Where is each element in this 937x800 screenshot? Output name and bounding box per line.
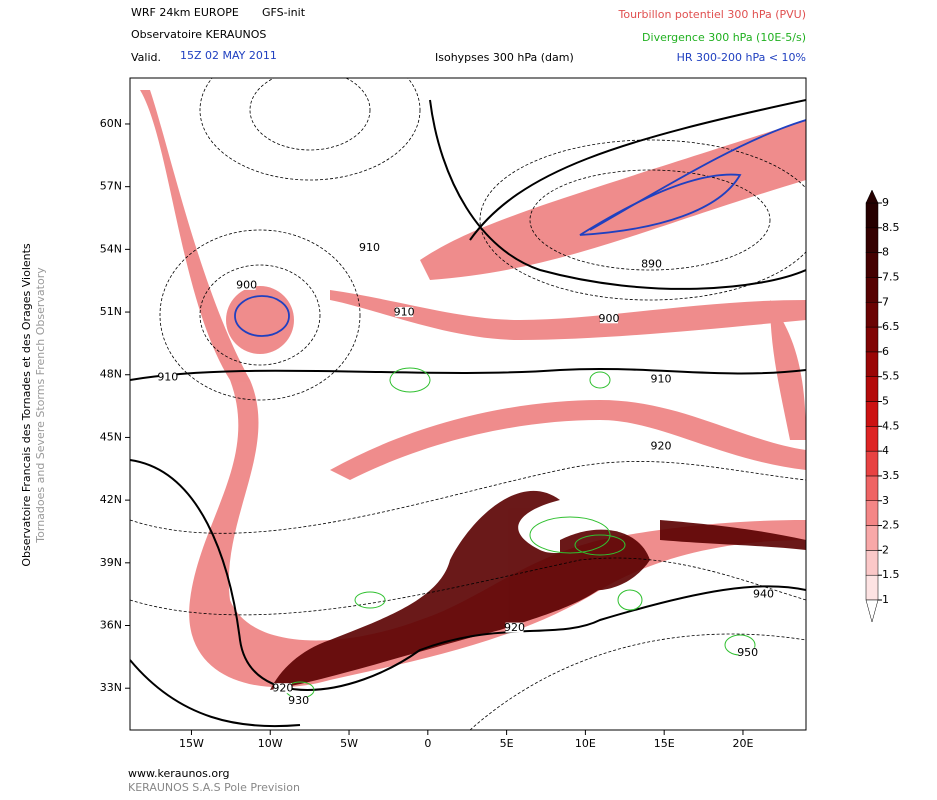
footer-url: www.keraunos.org [128, 767, 229, 780]
contour-label: 910 [157, 370, 178, 383]
colorbar-segment [865, 302, 879, 328]
lon-label: 5E [500, 737, 514, 750]
colorbar-segment [865, 202, 879, 229]
contour-label-box [289, 695, 308, 706]
lon-label: 5W [340, 737, 358, 750]
side-fr: Observatoire Francais des Tornades et de… [20, 243, 33, 567]
contour-label-box [738, 647, 757, 658]
colorbar-label: 2.5 [882, 519, 900, 532]
title: Tourbillon potentiel 300 hPa (PVU) [617, 8, 806, 21]
colorbar-segment [865, 401, 879, 427]
colorbar-label: 4 [882, 444, 889, 457]
contour-label-box [600, 313, 619, 324]
contour-label-box [273, 683, 292, 694]
colorbar-segment [865, 227, 879, 253]
contour-label: 930 [288, 694, 309, 707]
contour-label: 920 [651, 439, 672, 452]
lat-label: 48N [100, 368, 122, 381]
colorbar-label: 8 [882, 246, 889, 259]
side-en: Tornadoes and Severe Storms French Obser… [34, 267, 47, 544]
contour-label-box [360, 242, 379, 253]
colorbar-segment [865, 277, 879, 303]
colorbar-segment [865, 426, 879, 452]
colorbar-label: 2 [882, 543, 889, 556]
contour-label: 950 [737, 646, 758, 659]
colorbar-label: 5.5 [882, 370, 900, 383]
valid-time: 15Z 02 MAY 2011 [180, 49, 277, 62]
lat-label: 45N [100, 430, 122, 443]
colorbar-label: 5 [882, 395, 889, 408]
contour-label-box [158, 371, 177, 382]
lat-label: 57N [100, 180, 122, 193]
colorbar-segment [865, 450, 879, 477]
lat-label: 60N [100, 117, 122, 130]
colorbar-label: 9 [882, 196, 889, 209]
colorbar-segment [865, 351, 879, 377]
lon-label: 10W [258, 737, 283, 750]
contour-label-box [754, 589, 773, 600]
footer-company: KERAUNOS S.A.S Pole Prevision [128, 781, 300, 794]
contour-label: 910 [359, 241, 380, 254]
colorbar-label: 4.5 [882, 419, 900, 432]
colorbar-label: 7.5 [882, 270, 900, 283]
lat-label: 42N [100, 493, 122, 506]
lat-label: 39N [100, 556, 122, 569]
lat-label: 51N [100, 305, 122, 318]
colorbar-segment [865, 574, 879, 601]
colorbar-segment [865, 376, 879, 402]
lon-label: 15W [179, 737, 204, 750]
humidity-legend: HR 300-200 hPa < 10% [677, 51, 806, 64]
colorbar-label: 1 [882, 593, 889, 606]
divergence-legend: Divergence 300 hPa (10E-5/s) [642, 31, 806, 44]
colorbar-segment [865, 500, 879, 526]
lon-label: 20E [732, 737, 753, 750]
contour-label: 920 [272, 682, 293, 695]
contour-label: 900 [236, 278, 257, 291]
colorbar-top [865, 189, 879, 204]
isohypses-legend: Isohypses 300 hPa (dam) [435, 51, 574, 64]
contour-label: 910 [651, 372, 672, 385]
lon-label: 10E [575, 737, 596, 750]
contour-label-box [505, 622, 524, 633]
contour-label: 890 [641, 257, 662, 270]
contour-label-box [652, 373, 671, 384]
colorbar-segment [865, 326, 879, 353]
model: WRF 24km EUROPE [131, 6, 239, 19]
lat-label: 54N [100, 242, 122, 255]
colorbar-segment [865, 475, 879, 501]
valid-label: Valid. [131, 51, 161, 64]
colorbar-label: 3 [882, 494, 889, 507]
lon-label: 15E [654, 737, 675, 750]
contour-label-box [642, 258, 661, 269]
colorbar-label: 6 [882, 345, 889, 358]
lon-label: 0 [424, 737, 431, 750]
contour-label-box [395, 307, 414, 318]
contour-label: 940 [753, 588, 774, 601]
colorbar-bottom [865, 599, 879, 623]
contour-label-box [652, 440, 671, 451]
lat-label: 33N [100, 681, 122, 694]
colorbar-segment [865, 252, 879, 278]
org: Observatoire KERAUNOS [131, 28, 266, 41]
init: GFS-init [262, 6, 306, 19]
map-frame [129, 77, 807, 731]
colorbar-label: 1.5 [882, 568, 900, 581]
colorbar-label: 8.5 [882, 221, 900, 234]
contour-label-box [237, 279, 256, 290]
lat-label: 36N [100, 619, 122, 632]
colorbar-label: 3.5 [882, 469, 900, 482]
contour-label: 910 [394, 306, 415, 319]
colorbar-label: 7 [882, 295, 889, 308]
colorbar-label: 6.5 [882, 320, 900, 333]
contour-label: 920 [504, 621, 525, 634]
colorbar-segment [865, 525, 879, 551]
contour-label: 900 [599, 312, 620, 325]
colorbar-segment [865, 550, 879, 576]
